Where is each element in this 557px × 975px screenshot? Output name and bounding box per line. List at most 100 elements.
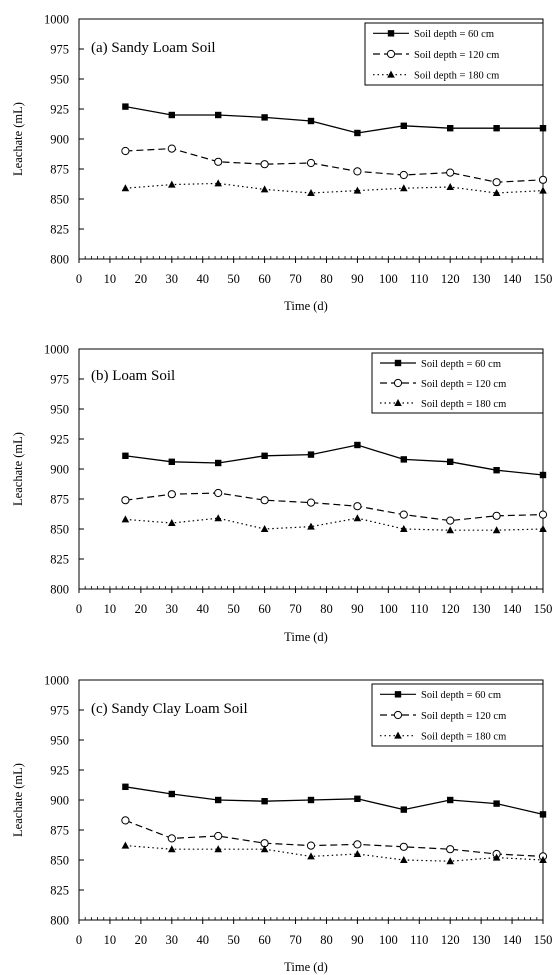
x-tick-label: 140 xyxy=(503,272,522,286)
series-depth-120cm xyxy=(121,488,548,525)
legend-marker xyxy=(387,30,395,37)
data-point xyxy=(121,184,130,192)
x-tick-label: 20 xyxy=(135,602,148,616)
data-point xyxy=(353,167,362,176)
data-point xyxy=(354,441,361,449)
x-tick-label: 70 xyxy=(289,602,302,616)
x-tick-label: 40 xyxy=(196,602,209,616)
series-line xyxy=(125,182,544,194)
legend-marker xyxy=(393,710,403,720)
x-tick-label: 0 xyxy=(76,272,82,286)
panel-title: (a) Sandy Loam Soil xyxy=(91,40,216,56)
x-tick-label: 70 xyxy=(289,933,302,947)
legend-marker xyxy=(387,70,395,78)
y-tick-label: 875 xyxy=(50,824,69,838)
data-point xyxy=(122,783,129,790)
data-point xyxy=(492,526,501,534)
x-axis-title: Time (d) xyxy=(284,960,328,974)
x-tick-label: 60 xyxy=(258,272,271,286)
x-tick-label: 10 xyxy=(104,933,117,947)
series-line xyxy=(125,819,544,857)
data-point xyxy=(353,186,362,194)
data-point xyxy=(122,452,129,459)
y-tick-label: 850 xyxy=(50,193,69,207)
y-tick-label: 950 xyxy=(50,403,69,417)
y-tick-label: 925 xyxy=(50,433,69,447)
data-point xyxy=(492,178,501,187)
y-tick-label: 900 xyxy=(50,794,69,808)
y-tick-label: 975 xyxy=(50,373,69,387)
data-point xyxy=(260,496,269,505)
data-point xyxy=(167,144,176,153)
data-point xyxy=(353,502,362,511)
data-point xyxy=(260,160,269,169)
y-tick-label: 825 xyxy=(50,884,69,898)
data-point xyxy=(400,184,408,192)
series-depth-60cm xyxy=(122,783,547,818)
x-tick-label: 120 xyxy=(441,933,460,947)
x-axis-title: Time (d) xyxy=(284,299,328,313)
data-point xyxy=(493,800,500,807)
data-point xyxy=(539,856,547,863)
y-tick-label: 950 xyxy=(50,73,69,87)
x-tick-label: 110 xyxy=(410,602,428,616)
legend-entry: Soil depth = 180 cm xyxy=(421,399,506,410)
legend-entry: Soil depth = 120 cm xyxy=(421,379,506,390)
x-tick-label: 10 xyxy=(104,602,117,616)
legend-entry: Soil depth = 180 cm xyxy=(421,731,506,742)
x-tick-label: 10 xyxy=(104,272,117,286)
data-point xyxy=(168,845,176,853)
data-point xyxy=(399,842,408,851)
data-point xyxy=(399,170,408,180)
x-tick-label: 20 xyxy=(135,272,148,286)
data-point xyxy=(399,510,408,519)
data-point xyxy=(215,796,222,804)
data-point xyxy=(307,796,315,804)
x-tick-label: 80 xyxy=(320,602,333,616)
x-tick-label: 0 xyxy=(76,602,82,616)
legend-entry: Soil depth = 60 cm xyxy=(421,359,501,370)
y-tick-label: 925 xyxy=(50,764,69,778)
y-tick-label: 900 xyxy=(50,463,69,477)
data-point xyxy=(121,841,130,849)
data-point xyxy=(261,114,268,121)
x-tick-label: 50 xyxy=(227,602,240,616)
chart-panel-a: 0 10 20 30 40 50 60 70 80 90 100 110 120 130 140 150 800… xyxy=(11,13,552,314)
series-line xyxy=(125,444,544,476)
chart-panel-b: 0 10 20 30 40 50 60 70 80 90 100 110 120 130 140 150 800… xyxy=(11,343,552,645)
data-point xyxy=(168,790,175,798)
data-point xyxy=(260,185,269,193)
x-tick-label: 30 xyxy=(166,602,179,616)
data-point xyxy=(122,103,129,110)
data-point xyxy=(306,841,316,850)
data-point xyxy=(539,525,547,532)
data-point xyxy=(307,522,315,530)
data-point xyxy=(446,526,454,534)
x-tick-label: 50 xyxy=(227,933,240,947)
x-tick-label: 30 xyxy=(166,933,179,947)
x-tick-label: 110 xyxy=(410,933,428,947)
data-point xyxy=(167,490,176,499)
x-tick-label: 50 xyxy=(227,272,240,286)
data-point xyxy=(492,853,501,861)
x-tick-label: 100 xyxy=(379,272,398,286)
x-tick-label: 90 xyxy=(351,602,364,616)
data-point xyxy=(539,186,547,194)
x-tick-label: 120 xyxy=(441,602,460,616)
x-tick-label: 150 xyxy=(534,272,553,286)
x-tick-label: 130 xyxy=(472,602,491,616)
legend: Soil depth = 60 cm Soil depth = 120 cm Soi… xyxy=(364,22,544,86)
data-point xyxy=(214,845,222,853)
series-line xyxy=(125,517,544,531)
data-point xyxy=(353,514,362,522)
legend-entry: Soil depth = 60 cm xyxy=(414,29,494,40)
data-point xyxy=(354,795,361,802)
y-tick-label: 850 xyxy=(50,854,69,868)
y-tick-label: 800 xyxy=(50,583,69,597)
data-point xyxy=(447,125,454,132)
data-point xyxy=(353,840,362,849)
x-tick-label: 30 xyxy=(166,272,179,286)
data-point xyxy=(446,845,455,854)
data-point xyxy=(538,510,548,519)
